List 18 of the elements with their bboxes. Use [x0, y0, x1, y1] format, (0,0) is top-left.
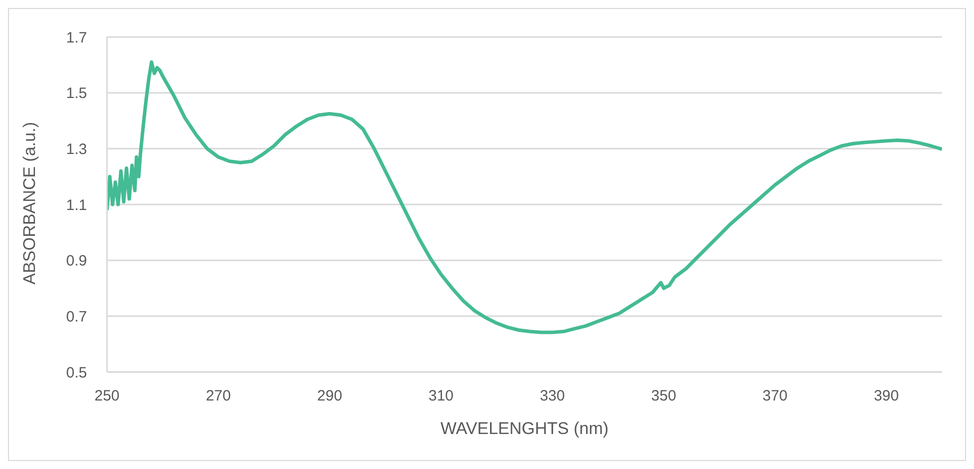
y-tick-label: 0.5: [66, 364, 87, 382]
x-tick-label: 350: [651, 388, 676, 405]
y-tick-label: 1.3: [66, 140, 87, 158]
x-tick-label: 250: [94, 388, 120, 405]
x-tick-label: 390: [874, 388, 899, 405]
x-tick-label: 310: [428, 388, 454, 405]
y-tick-label: 1.5: [66, 85, 87, 102]
y-axis-title: ABSORBANCE (a.u.): [20, 122, 40, 284]
y-tick-label: 0.9: [66, 252, 87, 270]
y-tick-label: 1.7: [66, 29, 87, 46]
x-tick-label: 330: [540, 388, 565, 405]
y-tick-label: 0.7: [66, 308, 87, 326]
x-tick-label: 270: [206, 388, 231, 405]
x-tick-label: 290: [317, 388, 342, 405]
y-tick-label: 1.1: [66, 196, 87, 214]
x-axis-title: WAVELENGHTS (nm): [440, 419, 609, 438]
x-tick-label: 370: [762, 388, 788, 405]
line-series: [107, 60, 942, 334]
